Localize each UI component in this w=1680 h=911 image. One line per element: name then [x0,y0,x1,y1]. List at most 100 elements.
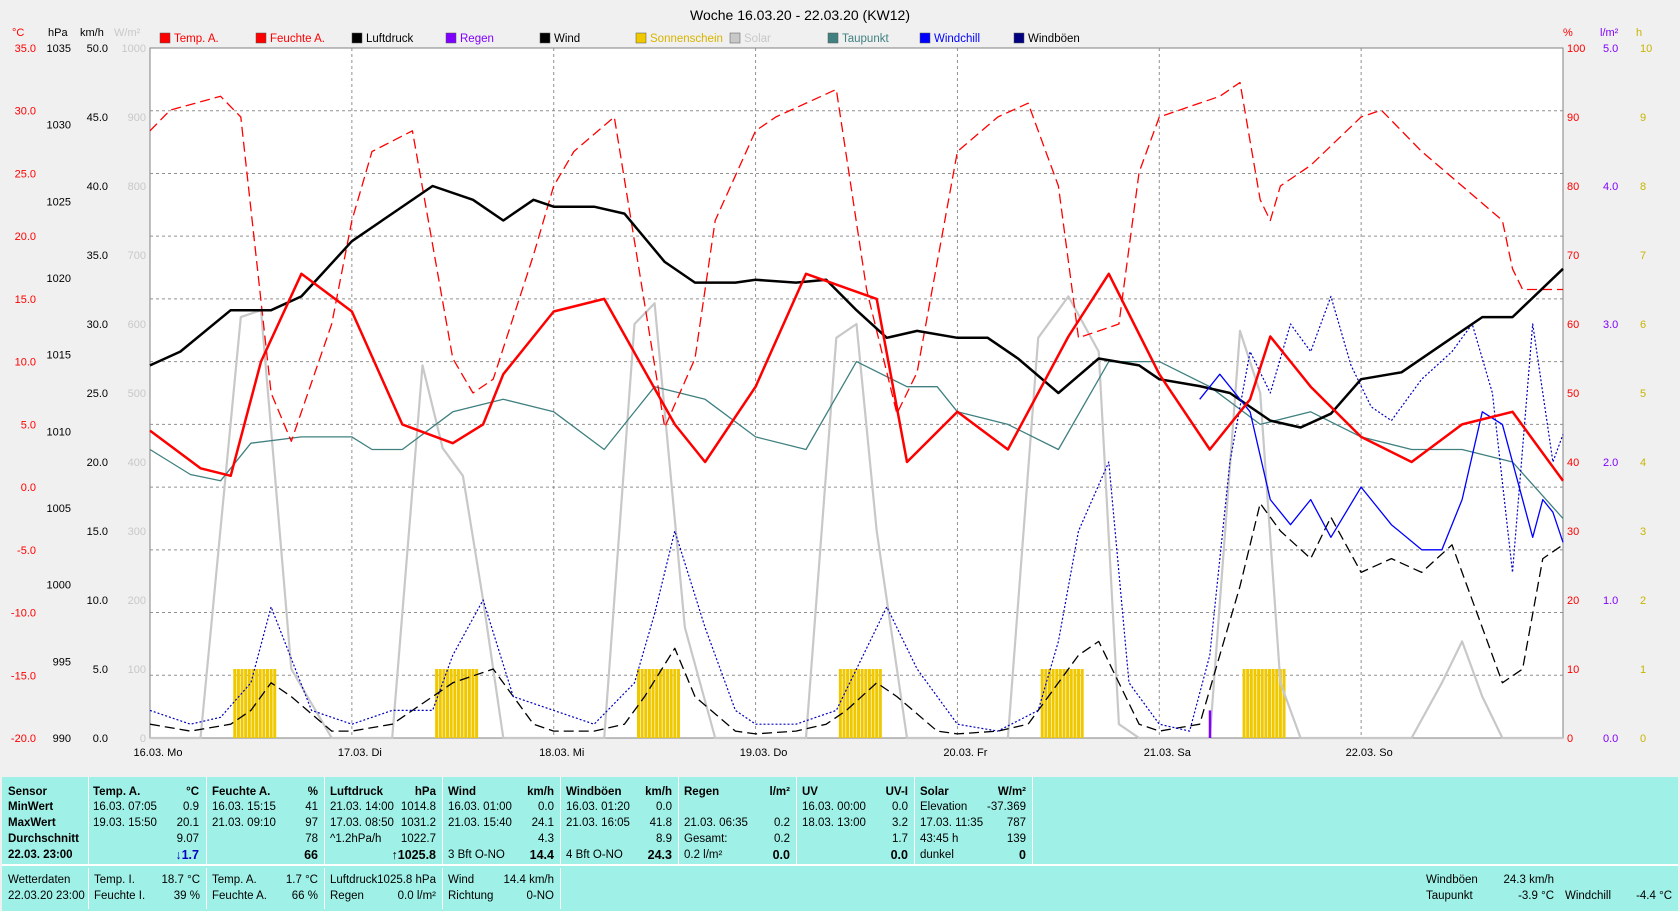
footer-tau: -3.9 °C [1518,890,1554,902]
series [149,81,1565,740]
sunshine-bar [1051,669,1055,738]
stats-wind-value: 4.3 [538,833,554,845]
sunshine-bar [1260,669,1264,738]
wind-tick-label: 15.0 [87,526,108,538]
weather-chart: Woche 16.03.20 - 22.03.20 (KW12) Temp. A… [10,7,1653,759]
stats-header-wind: Wind [448,786,476,798]
sunshine-bar [442,669,446,738]
temp-tick-label: 10.0 [15,357,36,369]
rain-tick-label: 1.0 [1603,595,1618,607]
footer-regen-label: Regen [330,890,364,902]
stats-solar-label: 43:45 h [920,833,959,845]
stats-uv-label: 18.03. 13:00 [802,817,866,829]
legend-label: Solar [744,33,771,45]
press-tick-label: 995 [53,656,71,668]
temp-tick-label: -10.0 [11,608,36,620]
sunshine-bar [676,669,680,738]
series-taupunkt [149,360,1564,519]
sunshine-bar [1058,669,1062,738]
stats-hum-value: 97 [305,817,318,829]
stats-row-label: Durchschnitt [8,833,79,845]
unit-wind: km/h [80,27,104,39]
grid [150,48,1563,738]
temp-tick-label: 0.0 [21,482,36,494]
legend-swatch [539,32,551,44]
stats-unit-hum: % [307,786,318,798]
solar-tick-label: 0 [140,733,146,745]
sunshine-bar [453,669,457,738]
footer-richtung: 0-NO [526,890,554,902]
sunshine-bar [658,669,662,738]
stats-wind-value: 14.4 [529,848,554,862]
wind-tick-label: 20.0 [87,457,108,469]
stats-temp-value: 20.1 [176,817,199,829]
sunshine-bar [1253,669,1257,738]
sunshine-bar [1066,669,1070,738]
solar-tick-label: 900 [128,112,146,124]
temp-tick-label: 35.0 [15,43,36,55]
sunshine-bar [1246,669,1250,738]
stats-panel [2,777,1678,911]
sunshine-bar [644,669,648,738]
hum-tick-label: 60 [1567,319,1579,331]
solar-tick-label: 400 [128,457,146,469]
stats-press-value: 1031.2 [400,817,436,829]
legend-swatch [445,32,457,44]
stats-row-label: MaxWert [8,817,56,829]
footer-richtung-label: Richtung [448,890,494,902]
hum-tick-label: 70 [1567,250,1579,262]
footer-chill-label: Windchill [1565,890,1612,902]
temp-tick-label: 25.0 [15,168,36,180]
legend-swatch [159,32,171,44]
stats-wind-value: 0.0 [538,801,554,813]
stats-press-label: 17.03. 08:50 [330,817,394,829]
legend-label: Temp. A. [174,33,219,45]
temp-tick-label: -5.0 [17,545,36,557]
sunshine-bar [244,669,248,738]
sunshine-bar [240,669,244,738]
stats-press-label: 21.03. 14:00 [330,801,394,813]
sunshine-bar [1249,669,1253,738]
footer-luft-label: Luftdruck [330,874,378,886]
unit-sun: h [1636,27,1642,39]
stats-uv-label: 16.03. 00:00 [802,801,866,813]
wind-tick-label: 25.0 [87,388,108,400]
footer-temp-a-label: Temp. A. [212,874,257,886]
stats-solar-value: 787 [1006,817,1026,829]
hum-tick-label: 20 [1567,595,1579,607]
stats-solar-label: Elevation [920,801,968,813]
chart-title: Woche 16.03.20 - 22.03.20 (KW12) [690,7,910,23]
stats-wind-label: 16.03. 01:00 [448,801,512,813]
stats-gust-value: 24.3 [647,848,672,862]
sunshine-bar [666,669,670,738]
stats-rain-value: 0.2 [774,833,790,845]
stats-col-divider [796,777,797,864]
hum-tick-label: 10 [1567,664,1579,676]
stats-hum-value: 78 [305,833,318,845]
stats-row-label: MinWert [8,801,54,813]
sunshine-bar [435,669,439,738]
sunshine-bar [1275,669,1279,738]
hum-tick-label: 80 [1567,181,1579,193]
stats-header-uv: UV [802,786,818,798]
stats-unit-wind: km/h [527,786,554,798]
footer-temp-a: 1.7 °C [285,874,318,886]
stats-header-hum: Feuchte A. [212,786,271,798]
temp-tick-label: 5.0 [21,419,36,431]
stats-uv-value: 1.7 [892,833,908,845]
sunshine-bar [878,669,882,738]
stats-hum-label: 21.03. 09:10 [212,817,276,829]
wind-tick-label: 35.0 [87,250,108,262]
stats-col-divider [324,777,325,864]
sunshine-bar [265,669,269,738]
sunshine-bar [838,669,842,738]
hum-tick-label: 100 [1567,43,1585,55]
sunshine-bar [475,669,479,738]
stats-rain-value: 0.0 [772,848,790,862]
stats-header-rain: Regen [684,786,720,798]
sunshine-bar [662,669,666,738]
sunshine-bar [1264,669,1268,738]
stats-solar-label: 17.03. 11:35 [920,817,984,829]
legend: Temp. A. Feuchte A. Luftdruck Regen Wind Sonn… [159,32,1080,45]
hum-tick-label: 40 [1567,457,1579,469]
